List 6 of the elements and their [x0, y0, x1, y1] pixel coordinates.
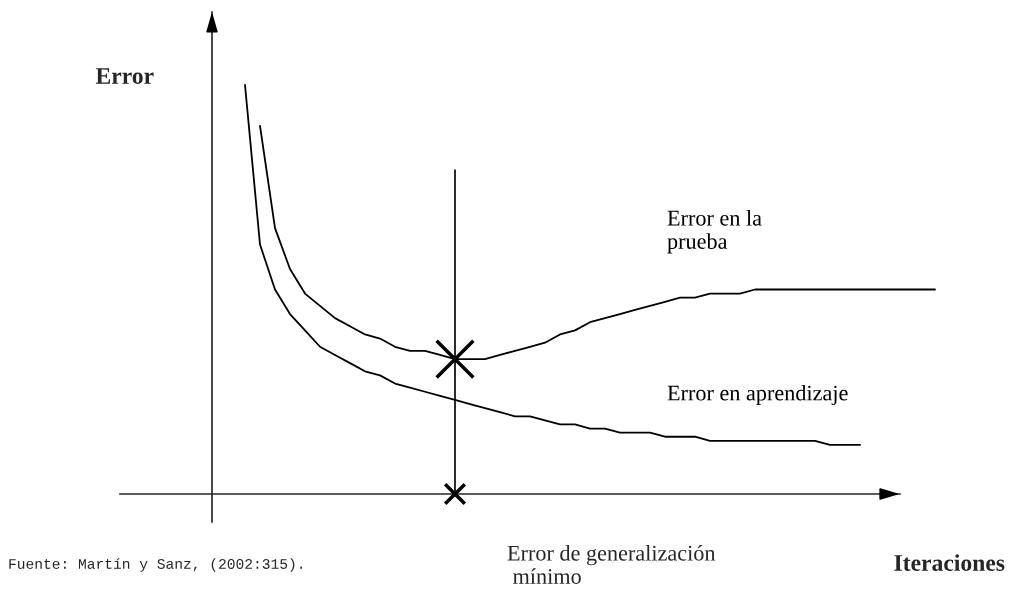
series-label: Error en la prueba	[667, 210, 762, 254]
series-label: Error en aprendizaje	[667, 384, 848, 406]
source-note: Fuente: Martín y Sanz, (2002:315).	[9, 558, 302, 572]
y-axis-title: Error	[95, 68, 154, 84]
text: Error de generalización mínimo	[507, 545, 716, 584]
x-axis-title: Iteraciones	[894, 554, 1005, 571]
